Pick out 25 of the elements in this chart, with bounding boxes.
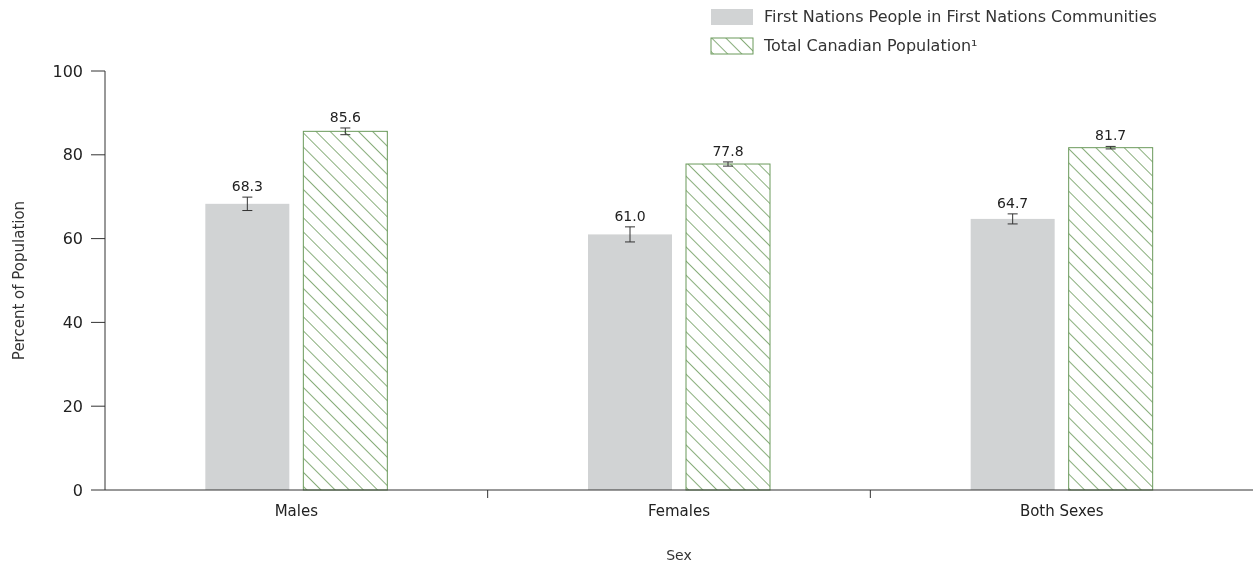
data-label: 81.7 [1095,127,1127,144]
y-tick-label: 80 [62,145,83,165]
bar [302,130,388,491]
y-tick-label: 0 [72,480,83,500]
legend-label: Total Canadian Population¹ [763,36,978,55]
data-label: 61.0 [614,207,646,224]
legend-label: First Nations People in First Nations Communities [764,7,1157,26]
data-label: 64.7 [997,194,1029,211]
y-tick-label: 20 [62,396,83,416]
x-tick-label: Both Sexes [1019,502,1104,520]
data-label: 68.3 [231,178,263,195]
x-tick-label: Females [647,502,711,520]
x-axis-title: Sex [666,547,692,563]
y-tick-label: 60 [62,229,83,249]
y-axis-title: Percent of Population [10,200,28,361]
data-label: 85.6 [329,108,362,125]
bar [588,234,672,490]
bar [685,163,771,491]
y-tick-label: 100 [52,61,83,81]
y-tick-label: 40 [62,313,83,332]
bar [205,203,290,490]
bar [1068,147,1154,491]
bar [970,218,1055,490]
x-tick-label: Males [274,502,319,520]
data-label: 77.8 [712,142,744,159]
